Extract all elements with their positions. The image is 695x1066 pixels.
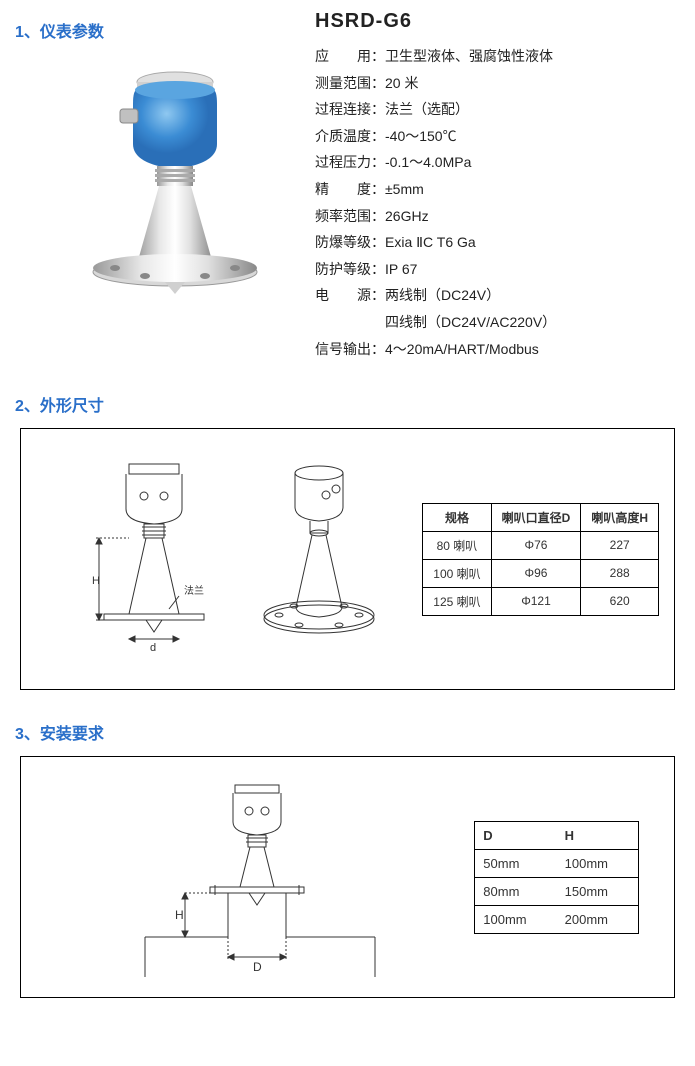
svg-text:d: d: [150, 642, 156, 654]
spec-row: 防护等级：IP 67: [315, 256, 680, 283]
spec-row: 信号输出：4～20mA/HART/Modbus: [315, 336, 680, 363]
table-row: 100 喇叭Φ96288: [423, 559, 659, 587]
section3-title: 3、安装要求: [15, 720, 680, 744]
install-table: DH50mm100mm80mm150mm100mm200mm: [474, 821, 639, 934]
spec-row: 电 源：两线制（DC24V）: [315, 282, 680, 309]
spec-row: 精 度：±5mm: [315, 176, 680, 203]
install-diagram: H D: [115, 777, 395, 977]
spec-row: 测量范围：20 米: [315, 70, 680, 97]
dimension-box: H d 法兰 规格喇叭口直径D喇: [20, 428, 675, 690]
table-header: 喇叭口直径D: [491, 503, 581, 531]
spec-row: 过程压力：-0.1～4.0MPa: [315, 149, 680, 176]
spec-list: 应 用：卫生型液体、强腐蚀性液体测量范围：20 米过程连接：法兰（选配）介质温度…: [315, 43, 680, 362]
product-image: [65, 54, 285, 314]
table-row: 100mm200mm: [475, 905, 639, 933]
table-header: H: [557, 821, 639, 849]
dimension-table: 规格喇叭口直径D喇叭高度H80 喇叭Φ76227100 喇叭Φ96288125 …: [422, 503, 659, 616]
svg-text:H: H: [175, 908, 184, 922]
section2-title: 2、外形尺寸: [15, 392, 680, 416]
spec-row: 应 用：卫生型液体、强腐蚀性液体: [315, 43, 680, 70]
side-view-diagram: H d 法兰: [74, 454, 224, 664]
svg-text:H: H: [92, 575, 100, 587]
table-header: D: [475, 821, 557, 849]
iso-view-diagram: [254, 459, 384, 659]
spec-row: 介质温度：-40～150℃: [315, 123, 680, 150]
table-row: 50mm100mm: [475, 849, 639, 877]
table-header: 规格: [423, 503, 491, 531]
table-header: 喇叭高度H: [581, 503, 659, 531]
spec-row: 过程连接：法兰（选配）: [315, 96, 680, 123]
table-row: 80 喇叭Φ76227: [423, 531, 659, 559]
svg-text:法兰: 法兰: [184, 584, 204, 597]
svg-text:D: D: [253, 960, 262, 974]
install-box: H D DH50mm100mm80mm150mm100mm200mm: [20, 756, 675, 998]
section1-title: 1、仪表参数: [15, 18, 315, 42]
spec-row: 四线制（DC24V/AC220V）: [315, 309, 680, 336]
table-row: 125 喇叭Φ121620: [423, 587, 659, 615]
spec-row: 防爆等级：Exia ⅡC T6 Ga: [315, 229, 680, 256]
table-row: 80mm150mm: [475, 877, 639, 905]
model-number: HSRD-G6: [315, 10, 680, 33]
spec-row: 频率范围：26GHz: [315, 203, 680, 230]
